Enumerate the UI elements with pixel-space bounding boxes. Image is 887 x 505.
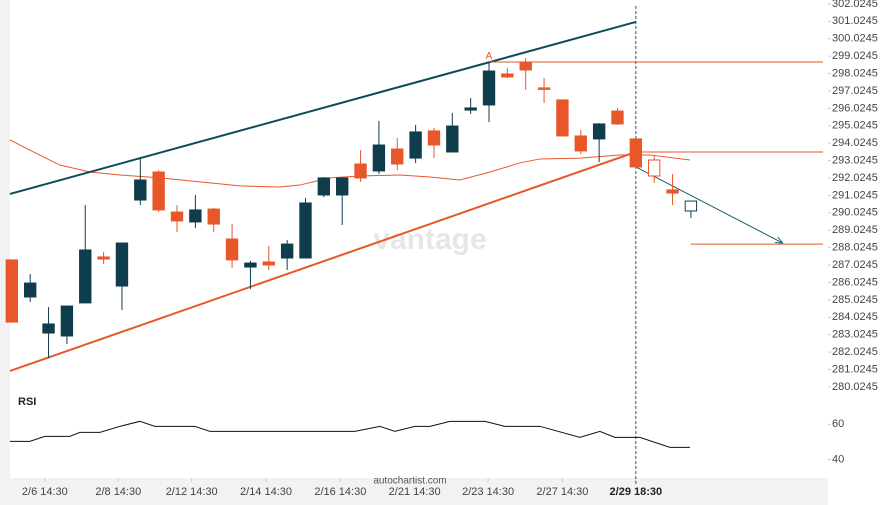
y-tick-label: 300.0245: [832, 33, 878, 45]
candle-body: [501, 73, 514, 78]
rsi-title: RSI: [18, 396, 36, 408]
candle-body: [152, 171, 165, 211]
candle-body: [464, 107, 477, 111]
x-tick-label: 2/12 14:30: [166, 486, 218, 498]
y-tick-label: 291.0245: [832, 189, 878, 201]
x-axis-band: [0, 478, 828, 505]
candle-body: [482, 70, 496, 106]
x-tick-label: 2/14 14:30: [240, 486, 292, 498]
candle-body: [79, 249, 92, 304]
y-tick-label: 293.0245: [832, 155, 878, 167]
candle-body: [115, 242, 129, 287]
candle-body: [262, 261, 275, 266]
candle-body: [280, 243, 294, 259]
candle-body: [409, 131, 422, 159]
candle-body: [299, 202, 312, 259]
rsi-y-tick-label: 60: [832, 418, 844, 430]
candle-body: [354, 163, 367, 179]
rsi-y-tick-label: 40: [832, 453, 844, 465]
y-tick-label: 301.0245: [832, 15, 878, 27]
rsi-line: [10, 420, 690, 448]
y-tick-label: 281.0245: [832, 363, 878, 375]
candle-body: [23, 282, 37, 298]
candle-body: [611, 110, 624, 125]
candle-body: [427, 130, 441, 146]
y-tick-label: 302.0245: [832, 0, 878, 10]
candle-body: [629, 138, 643, 168]
overlay-line: [9, 151, 637, 372]
candle-body: [592, 123, 606, 140]
x-tick-label: 2/21 14:30: [389, 486, 441, 498]
candle-body: [5, 259, 19, 323]
x-tick-label: 2/8 14:30: [95, 486, 141, 498]
x-tick-label: 2/29 18:30: [610, 486, 663, 498]
x-tick-label: 2/27 14:30: [536, 486, 588, 498]
source: autochartist.com: [373, 476, 446, 487]
y-tick-label: 285.0245: [832, 294, 878, 306]
candle-body: [537, 87, 551, 90]
y-tick-label: 299.0245: [832, 50, 878, 62]
candle-body: [225, 238, 239, 261]
annotation: A: [486, 51, 493, 62]
candle-body: [244, 262, 257, 268]
y-tick-label: 298.0245: [832, 67, 878, 79]
candle-body: [446, 125, 459, 153]
overlay-line: [9, 139, 691, 188]
candle-body: [519, 61, 532, 71]
left-strip: [0, 0, 10, 505]
overlay-line: [635, 166, 783, 243]
candle-body: [336, 177, 349, 196]
candle-body: [574, 135, 587, 152]
candle-body: [42, 323, 55, 334]
candle-body: [391, 148, 404, 165]
y-tick-label: 297.0245: [832, 85, 878, 97]
y-tick-label: 288.0245: [832, 242, 878, 254]
y-tick-label: 294.0245: [832, 137, 878, 149]
overlay-line: [9, 20, 637, 195]
y-tick-label: 284.0245: [832, 311, 878, 323]
y-tick-label: 292.0245: [832, 172, 878, 184]
y-tick-label: 296.0245: [832, 102, 878, 114]
x-tick-label: 2/6 14:30: [22, 486, 68, 498]
y-tick-label: 289.0245: [832, 224, 878, 236]
y-tick-label: 282.0245: [832, 346, 878, 358]
candle-body: [60, 305, 74, 337]
candle-body: [648, 159, 661, 177]
candle-body: [556, 99, 569, 137]
y-tick-label: 283.0245: [832, 329, 878, 341]
candle-body: [372, 144, 386, 172]
candle-body: [666, 189, 679, 194]
y-tick-label: 287.0245: [832, 259, 878, 271]
x-tick-label: 2/23 14:30: [462, 486, 514, 498]
candle-body: [97, 256, 110, 260]
candle-body: [134, 179, 147, 201]
watermark: vantage: [373, 223, 486, 256]
x-tick-label: 2/16 14:30: [314, 486, 366, 498]
candle-body: [317, 177, 331, 196]
y-tick-label: 280.0245: [832, 381, 878, 393]
candle-body: [189, 209, 202, 223]
y-tick-label: 286.0245: [832, 276, 878, 288]
candle-body: [170, 211, 184, 222]
candle-body: [684, 200, 698, 212]
candle-body: [207, 208, 220, 225]
y-tick-label: 295.0245: [832, 120, 878, 132]
y-tick-label: 290.0245: [832, 207, 878, 219]
